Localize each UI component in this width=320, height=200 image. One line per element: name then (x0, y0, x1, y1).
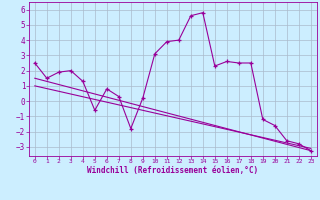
X-axis label: Windchill (Refroidissement éolien,°C): Windchill (Refroidissement éolien,°C) (87, 166, 258, 175)
